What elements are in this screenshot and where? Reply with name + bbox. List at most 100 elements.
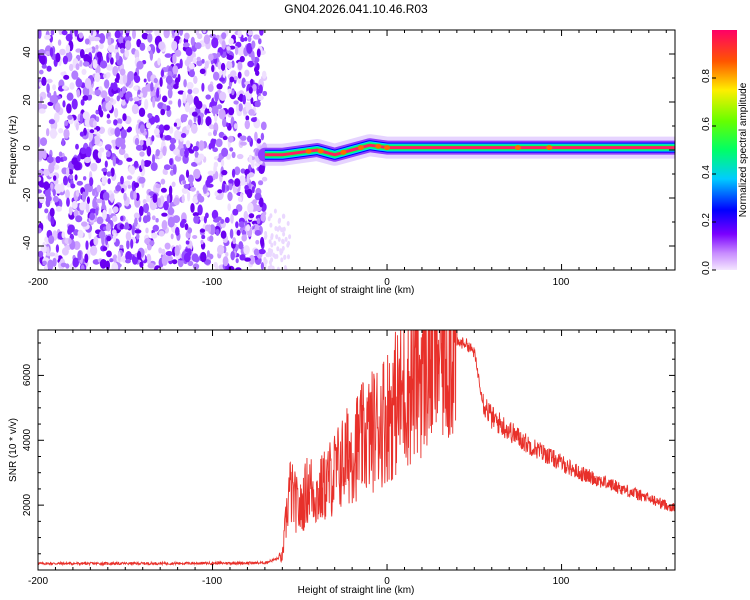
snr-xtick-label: 100 (553, 576, 570, 587)
noise-speckle (186, 94, 191, 100)
noise-speckle (102, 246, 108, 251)
noise-speckle (260, 262, 264, 270)
noise-speckle (70, 183, 76, 189)
noise-speckle (196, 59, 203, 67)
noise-speckle (95, 157, 102, 164)
noise-speckle (238, 90, 244, 96)
noise-speckle (146, 122, 152, 129)
noise-speckle (236, 153, 244, 160)
noise-speckle (230, 213, 234, 224)
noise-speckle (57, 39, 62, 46)
noise-speckle (133, 85, 139, 91)
noise-speckle (233, 76, 238, 81)
noise-speckle (192, 235, 198, 239)
spectrogram-ytick-label: 40 (22, 46, 33, 58)
noise-speckle (146, 145, 152, 157)
noise-speckle (118, 90, 124, 98)
noise-speckle (84, 38, 90, 45)
noise-speckle (247, 35, 252, 43)
noise-speckle (48, 163, 55, 173)
noise-speckle (152, 154, 155, 164)
noise-speckle (179, 148, 185, 157)
noise-speckle (255, 70, 260, 76)
noise-speckle (276, 246, 280, 252)
noise-speckle (203, 215, 207, 224)
noise-speckle (267, 248, 271, 254)
noise-speckle (99, 259, 107, 269)
noise-speckle (250, 97, 254, 105)
noise-speckle (124, 49, 130, 58)
noise-speckle (69, 174, 74, 180)
signal-peak-blob (514, 145, 521, 151)
noise-speckle (246, 135, 252, 143)
noise-speckle (99, 110, 104, 118)
noise-speckle (193, 168, 201, 179)
noise-speckle (99, 190, 105, 202)
noise-speckle (134, 49, 140, 60)
noise-speckle (68, 238, 72, 245)
noise-speckle (48, 235, 55, 245)
noise-speckle (270, 257, 274, 263)
noise-speckle (210, 138, 216, 149)
noise-speckle (145, 30, 153, 34)
noise-speckle (250, 117, 257, 123)
noise-speckle (38, 176, 42, 182)
noise-speckle (89, 129, 95, 134)
noise-speckle (88, 47, 93, 53)
noise-speckle (250, 50, 255, 61)
noise-speckle (215, 264, 219, 270)
noise-speckle (264, 259, 268, 265)
noise-speckle (108, 208, 112, 215)
noise-speckle (187, 248, 192, 257)
noise-speckle-layer (38, 30, 292, 270)
noise-speckle (65, 44, 71, 53)
noise-speckle (80, 264, 85, 270)
noise-speckle (38, 227, 42, 234)
noise-speckle (192, 145, 199, 152)
noise-speckle (156, 87, 160, 98)
noise-speckle (187, 88, 193, 95)
noise-speckle (55, 52, 61, 63)
noise-speckle (101, 168, 108, 172)
noise-speckle (187, 174, 194, 184)
noise-speckle (173, 148, 180, 156)
noise-speckle (189, 181, 194, 188)
noise-speckle (47, 92, 52, 98)
noise-speckle (136, 60, 144, 70)
noise-speckle (192, 196, 199, 204)
noise-speckle (77, 229, 84, 239)
noise-speckle (112, 156, 117, 167)
noise-speckle (201, 58, 205, 64)
noise-speckle (68, 206, 73, 216)
noise-speckle (152, 224, 159, 232)
noise-speckle (69, 82, 75, 90)
noise-speckle (42, 150, 47, 160)
noise-speckle (79, 131, 85, 137)
noise-speckle (161, 248, 166, 256)
spectrogram-xtick-label: -200 (28, 277, 48, 288)
noise-speckle (40, 244, 48, 254)
spectrogram-ytick-label: 0 (22, 145, 33, 151)
noise-speckle (62, 55, 68, 65)
noise-speckle (129, 97, 133, 102)
noise-speckle (91, 46, 96, 54)
noise-speckle (193, 115, 197, 123)
noise-speckle (169, 158, 173, 166)
noise-speckle (62, 100, 66, 108)
noise-speckle (96, 216, 104, 225)
noise-speckle (98, 230, 106, 239)
noise-speckle (172, 65, 179, 75)
noise-speckle (202, 104, 207, 109)
noise-speckle (202, 30, 207, 34)
noise-speckle (157, 57, 161, 66)
noise-speckle (272, 252, 276, 258)
noise-speckle (75, 78, 83, 88)
noise-speckle (254, 229, 262, 236)
noise-speckle (110, 167, 115, 177)
noise-speckle (269, 222, 273, 228)
noise-speckle (228, 38, 234, 45)
noise-speckle (58, 151, 63, 157)
noise-speckle (147, 33, 153, 43)
noise-speckle (39, 96, 43, 104)
noise-speckle (227, 191, 233, 202)
